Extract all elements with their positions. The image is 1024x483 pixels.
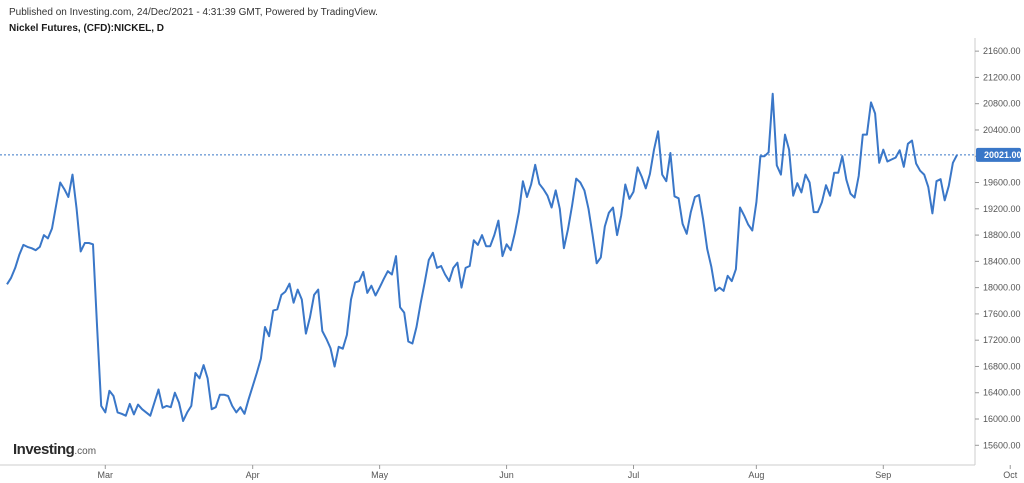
y-tick-label: 18800.00 bbox=[983, 230, 1021, 240]
x-axis-ticks: MarAprMayJunJulAugSepOctNovDec20 bbox=[98, 465, 1018, 480]
y-axis-ticks: 15600.00 16000.00 16400.00 16800.00 17200.00… bbox=[975, 46, 1021, 450]
logo-suffix: .com bbox=[74, 446, 97, 457]
y-tick-label: 19200.00 bbox=[983, 204, 1021, 214]
x-tick-label: Aug bbox=[748, 470, 764, 480]
published-notice: Published on Investing.com, 24/Dec/2021 … bbox=[9, 7, 378, 18]
x-tick-label: Jul bbox=[628, 470, 640, 480]
chart-axes bbox=[0, 38, 976, 466]
investing-logo: Investing.com bbox=[13, 441, 96, 459]
x-tick-label: Sep bbox=[875, 470, 891, 480]
y-tick-label: 15600.00 bbox=[983, 440, 1021, 450]
y-tick-label: 17200.00 bbox=[983, 335, 1021, 345]
series-group bbox=[6, 92, 958, 422]
x-tick-label: Jun bbox=[499, 470, 514, 480]
y-tick-label: 16000.00 bbox=[983, 414, 1021, 424]
price-series-line bbox=[6, 92, 958, 422]
y-tick-label: 21600.00 bbox=[983, 46, 1021, 56]
y-tick-label: 19600.00 bbox=[983, 178, 1021, 188]
y-tick-label: 18400.00 bbox=[983, 256, 1021, 266]
x-tick-label: Mar bbox=[98, 470, 114, 480]
y-tick-label: 18000.00 bbox=[983, 283, 1021, 293]
chart-title: Nickel Futures, (CFD):NICKEL, D bbox=[9, 23, 165, 34]
last-price-tag-label: 20021.00 bbox=[984, 150, 1022, 160]
last-price-tag-bg bbox=[976, 147, 1021, 162]
y-tick-label: 17600.00 bbox=[983, 309, 1021, 319]
logo-main: Investing bbox=[13, 441, 75, 458]
last-price-tag[interactable]: 20021.00 bbox=[976, 147, 1022, 162]
x-tick-label: May bbox=[371, 470, 389, 480]
y-tick-label: 20400.00 bbox=[983, 125, 1021, 135]
y-tick-label: 21200.00 bbox=[983, 72, 1021, 82]
x-tick-label: Oct bbox=[1003, 470, 1018, 480]
y-tick-label: 20800.00 bbox=[983, 99, 1021, 109]
x-tick-label: Apr bbox=[246, 470, 260, 480]
y-tick-label: 16800.00 bbox=[983, 361, 1021, 371]
y-tick-label: 16400.00 bbox=[983, 388, 1021, 398]
